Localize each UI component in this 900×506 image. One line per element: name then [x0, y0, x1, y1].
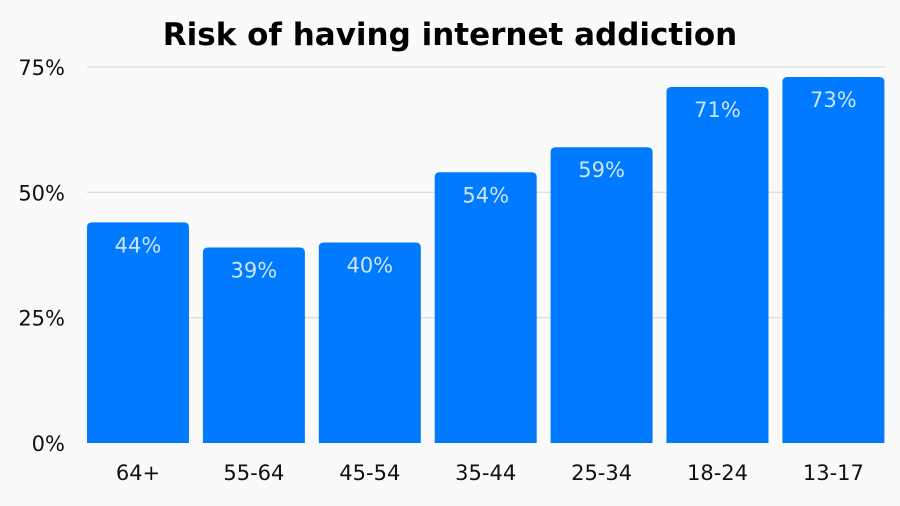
x-tick-label: 64+ [116, 461, 160, 485]
data-label: 71% [694, 98, 741, 122]
y-tick-label: 75% [18, 56, 65, 80]
y-tick-label: 25% [18, 307, 65, 331]
data-label: 73% [810, 88, 857, 112]
x-tick-label: 35-44 [455, 461, 516, 485]
bar [87, 222, 189, 443]
data-label: 40% [346, 253, 393, 277]
x-tick-label: 13-17 [803, 461, 864, 485]
y-tick-label: 0% [32, 432, 65, 456]
bar [202, 247, 305, 443]
data-label: 44% [115, 233, 162, 257]
x-tick-label: 18-24 [687, 461, 748, 485]
chart-title: Risk of having internet addiction [163, 17, 737, 53]
x-tick-label: 55-64 [223, 461, 284, 485]
data-label: 54% [462, 183, 509, 207]
data-label: 39% [231, 258, 278, 282]
bar [434, 172, 537, 443]
x-tick-label: 45-54 [339, 461, 400, 485]
bar [782, 77, 885, 443]
bar [550, 147, 653, 444]
bar [666, 87, 769, 443]
x-tick-label: 25-34 [571, 461, 632, 485]
bar [318, 242, 421, 443]
y-tick-label: 50% [18, 181, 65, 205]
data-label: 59% [578, 158, 625, 182]
